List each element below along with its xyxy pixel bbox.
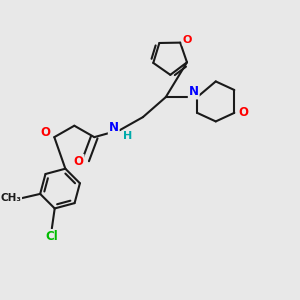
Text: H: H <box>123 131 133 141</box>
Text: O: O <box>40 126 50 140</box>
Text: O: O <box>183 35 192 45</box>
Text: N: N <box>189 85 199 98</box>
Text: CH₃: CH₃ <box>0 193 21 203</box>
Text: Cl: Cl <box>46 230 58 243</box>
Text: N: N <box>109 121 119 134</box>
Text: O: O <box>74 155 84 168</box>
Text: O: O <box>238 106 248 119</box>
